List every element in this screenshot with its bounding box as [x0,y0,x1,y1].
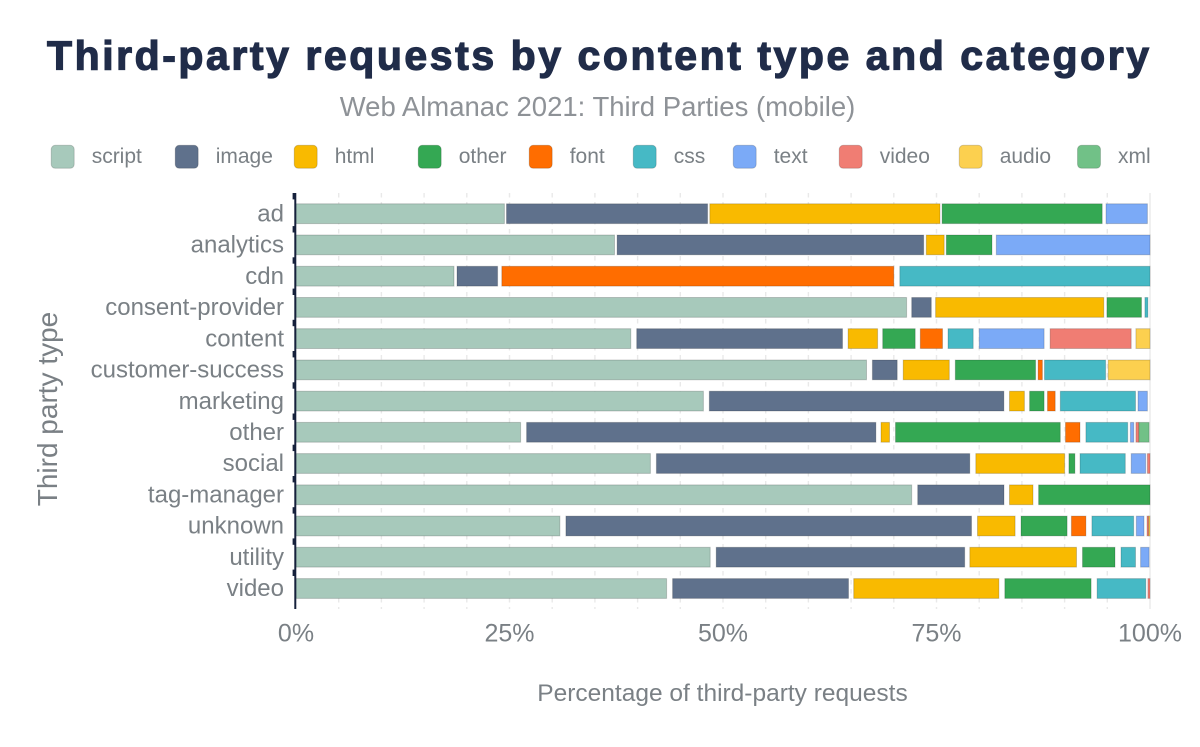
svg-text:Percentage of third-party requ: Percentage of third-party requests [537,680,907,707]
svg-text:0%: 0% [278,620,314,648]
svg-text:audio: audio [1000,145,1051,168]
svg-text:customer-success: customer-success [91,357,284,384]
svg-text:cdn: cdn [245,263,284,290]
svg-text:unknown: unknown [188,513,284,540]
svg-text:video: video [880,145,930,168]
svg-text:font: font [570,145,605,168]
svg-text:utility: utility [229,544,284,571]
svg-text:xml: xml [1118,145,1151,168]
svg-text:25%: 25% [484,620,534,648]
svg-text:tag-manager: tag-manager [148,482,284,509]
svg-text:other: other [229,419,284,446]
svg-text:ad: ad [257,200,284,227]
svg-text:Third party type: Third party type [32,312,63,507]
svg-text:content: content [205,325,284,352]
svg-text:100%: 100% [1118,620,1182,648]
svg-text:50%: 50% [698,620,748,648]
svg-text:script: script [92,145,142,168]
svg-text:Third-party requests by conten: Third-party requests by content type and… [47,32,1152,78]
svg-text:video: video [227,575,284,602]
svg-text:Web Almanac 2021: Third Partie: Web Almanac 2021: Third Parties (mobile) [340,91,856,122]
svg-text:other: other [459,145,507,168]
svg-text:text: text [774,145,808,168]
svg-text:image: image [216,145,273,168]
svg-text:html: html [335,145,375,168]
svg-text:consent-provider: consent-provider [105,294,284,321]
svg-text:75%: 75% [911,620,961,648]
svg-text:analytics: analytics [191,232,284,259]
svg-text:css: css [674,145,706,168]
svg-text:social: social [223,450,284,477]
svg-text:marketing: marketing [179,388,284,415]
